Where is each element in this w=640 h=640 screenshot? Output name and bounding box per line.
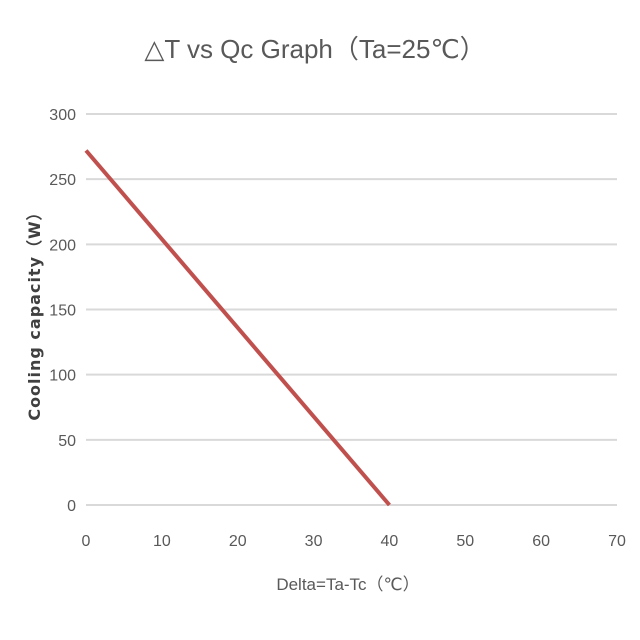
x-axis-label: Delta=Ta-Tc（℃） [276, 575, 419, 594]
y-tick-label: 50 [58, 433, 76, 450]
x-tick-label: 0 [82, 533, 91, 550]
gridlines [86, 113, 617, 506]
data-series [84, 149, 391, 507]
x-tick-label: 10 [153, 533, 171, 550]
y-tick-label: 150 [49, 303, 76, 320]
x-axis-ticks: 0 10 20 30 40 50 60 70 [82, 533, 626, 550]
x-tick-label: 20 [229, 533, 247, 550]
x-tick-label: 30 [305, 533, 323, 550]
y-tick-label: 250 [49, 172, 76, 189]
y-tick-label: 100 [49, 368, 76, 385]
chart-title: △T vs Qc Graph（Ta=25℃） [144, 34, 485, 64]
y-tick-label: 0 [67, 498, 76, 515]
series-line-qc [84, 149, 391, 507]
y-tick-label: 300 [49, 107, 76, 124]
y-axis-label: Cooling capacity（W） [25, 203, 44, 420]
x-tick-label: 40 [381, 533, 399, 550]
x-tick-label: 60 [532, 533, 550, 550]
x-tick-label: 70 [608, 533, 626, 550]
y-axis-ticks: 300 250 200 150 100 50 0 [49, 107, 76, 515]
x-tick-label: 50 [456, 533, 474, 550]
y-tick-label: 200 [49, 237, 76, 254]
